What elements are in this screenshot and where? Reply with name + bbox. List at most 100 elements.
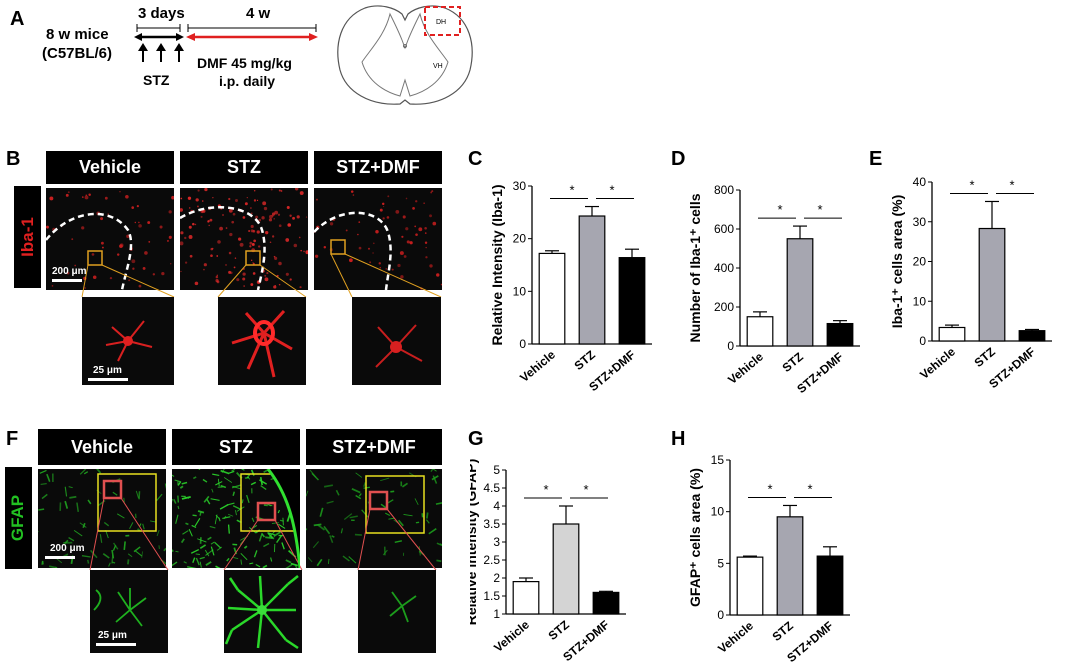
iba1-header-stz: STZ <box>180 151 308 184</box>
dh-label: DH <box>436 19 446 26</box>
panel-letter-b: B <box>6 148 21 170</box>
timeline-diagram <box>134 24 318 62</box>
y-axis-label: Relative intensity (GFAP) <box>470 459 479 625</box>
dmf-route-label: i.p. daily <box>219 73 276 89</box>
y-tick-label: 800 <box>714 183 734 197</box>
y-tick-label: 0 <box>519 337 526 351</box>
y-tick-label: 10 <box>913 294 927 308</box>
y-tick-label: 600 <box>714 222 734 236</box>
gfap-header-stz-dmf: STZ+DMF <box>306 429 442 465</box>
iba1-inset-stz-dmf <box>352 297 441 385</box>
y-tick-label: 5 <box>717 556 724 570</box>
injection-arrow-3 <box>174 43 184 62</box>
panel-letter-d: D <box>671 148 686 170</box>
central-canal <box>403 44 407 48</box>
y-tick-label: 0 <box>919 334 926 348</box>
x-tick-label: STZ <box>546 618 572 643</box>
gfap-inset-stz-dmf <box>358 570 436 653</box>
y-tick-label: 3 <box>493 535 500 549</box>
y-tick-label: 30 <box>513 179 527 193</box>
gfap-micrograph-stz <box>172 469 300 568</box>
gfap-scalebar-small <box>96 643 136 646</box>
gfap-scalebar-large <box>45 556 75 559</box>
chart-e-iba1-area: 0 10 20 30 40 Iba-1⁺ cells area (%) Vehicle STZ… <box>889 175 1052 391</box>
bar <box>786 238 814 347</box>
dh-region-box <box>424 6 461 36</box>
panel-letter-e: E <box>869 148 883 170</box>
y-tick-label: 40 <box>913 175 927 189</box>
y-tick-label: 0 <box>717 608 724 622</box>
gfap-micrograph-stz-dmf <box>306 469 442 568</box>
significance-marker: * <box>777 202 782 217</box>
x-tick-label: Vehicle <box>917 344 958 382</box>
spinal-cord-outline <box>337 5 473 105</box>
x-tick-label: Vehicle <box>517 347 558 385</box>
bar <box>776 516 804 616</box>
bar <box>618 257 646 345</box>
gfap-stain-text: GFAP <box>8 494 28 542</box>
iba1-scalebar-large <box>52 279 82 282</box>
gfap-inset-vehicle <box>90 570 168 653</box>
panel-letter-h: H <box>671 428 686 450</box>
y-tick-label: 5 <box>493 463 500 477</box>
chart-g-gfap-intensity: 1 1.5 2 2.5 3 3.5 4 4.5 5 Relative intensity (GFA… <box>470 459 626 664</box>
gfap-stain-label: GFAP <box>5 467 32 569</box>
y-tick-label: 30 <box>913 215 927 229</box>
significance-marker: * <box>543 482 548 497</box>
bar <box>512 581 540 615</box>
y-tick-label: 4.5 <box>483 481 500 495</box>
bar <box>1018 330 1046 342</box>
x-tick-label: STZ <box>780 350 806 375</box>
gfap-header-stz: STZ <box>172 429 300 465</box>
gfap-scale-large: 200 μm <box>50 543 85 554</box>
y-tick-label: 400 <box>714 261 734 275</box>
iba1-stain-text: Iba-1 <box>17 217 37 257</box>
bar <box>538 252 566 345</box>
y-tick-label: 10 <box>513 284 527 298</box>
bar <box>746 316 774 347</box>
dmf-dose-label: DMF 45 mg/kg <box>197 55 292 71</box>
panel-letter-a: A <box>10 8 25 30</box>
y-tick-label: 20 <box>513 232 527 246</box>
gfap-inset-stz <box>224 570 302 653</box>
bar <box>592 591 620 615</box>
y-tick-label: 1.5 <box>483 589 500 603</box>
gfap-scale-small: 25 μm <box>98 630 127 641</box>
mice-label: 8 w mice <box>46 26 109 43</box>
panel-letter-g: G <box>468 428 484 450</box>
x-tick-label: STZ <box>572 348 598 373</box>
x-tick-label: STZ <box>770 619 796 644</box>
y-axis-label: Number of Iba-1⁺ cells <box>687 193 703 342</box>
vh-label: VH <box>433 63 443 70</box>
x-tick-label: Vehicle <box>715 618 756 656</box>
iba1-scalebar-small <box>88 378 128 381</box>
iba1-scale-small: 25 μm <box>93 365 122 376</box>
significance-marker: * <box>807 481 812 496</box>
significance-marker: * <box>767 481 772 496</box>
iba1-inset-stz <box>218 297 306 385</box>
bar <box>816 555 844 616</box>
bar <box>826 322 854 347</box>
x-tick-label: STZ <box>972 345 998 370</box>
iba1-header-vehicle: Vehicle <box>46 151 174 184</box>
y-tick-label: 1 <box>493 607 500 621</box>
y-axis-label: GFAP⁺ cells area (%) <box>687 468 703 607</box>
mice-strain-label: (C57BL/6) <box>42 45 113 62</box>
spinal-cord-diagram: DH VH <box>337 5 473 105</box>
injection-arrow-2 <box>156 43 166 62</box>
significance-marker: * <box>583 482 588 497</box>
weeks-label: 4 w <box>246 5 271 22</box>
y-tick-label: 10 <box>711 505 725 519</box>
iba1-micrograph-stz <box>180 188 308 290</box>
iba1-micrograph-stz-dmf <box>314 188 442 290</box>
y-axis-label: Iba-1⁺ cells area (%) <box>889 195 905 328</box>
y-tick-label: 0 <box>727 339 734 353</box>
bar <box>978 227 1006 342</box>
iba1-inset-vehicle <box>82 297 174 385</box>
chart-d-iba1-cell-number: 0 200 400 600 800 Number of Iba-1⁺ cells Vehic… <box>687 183 860 396</box>
significance-marker: * <box>609 183 614 198</box>
significance-marker: * <box>569 183 574 198</box>
y-tick-label: 3.5 <box>483 517 500 531</box>
iba1-header-stz-dmf: STZ+DMF <box>314 151 442 184</box>
